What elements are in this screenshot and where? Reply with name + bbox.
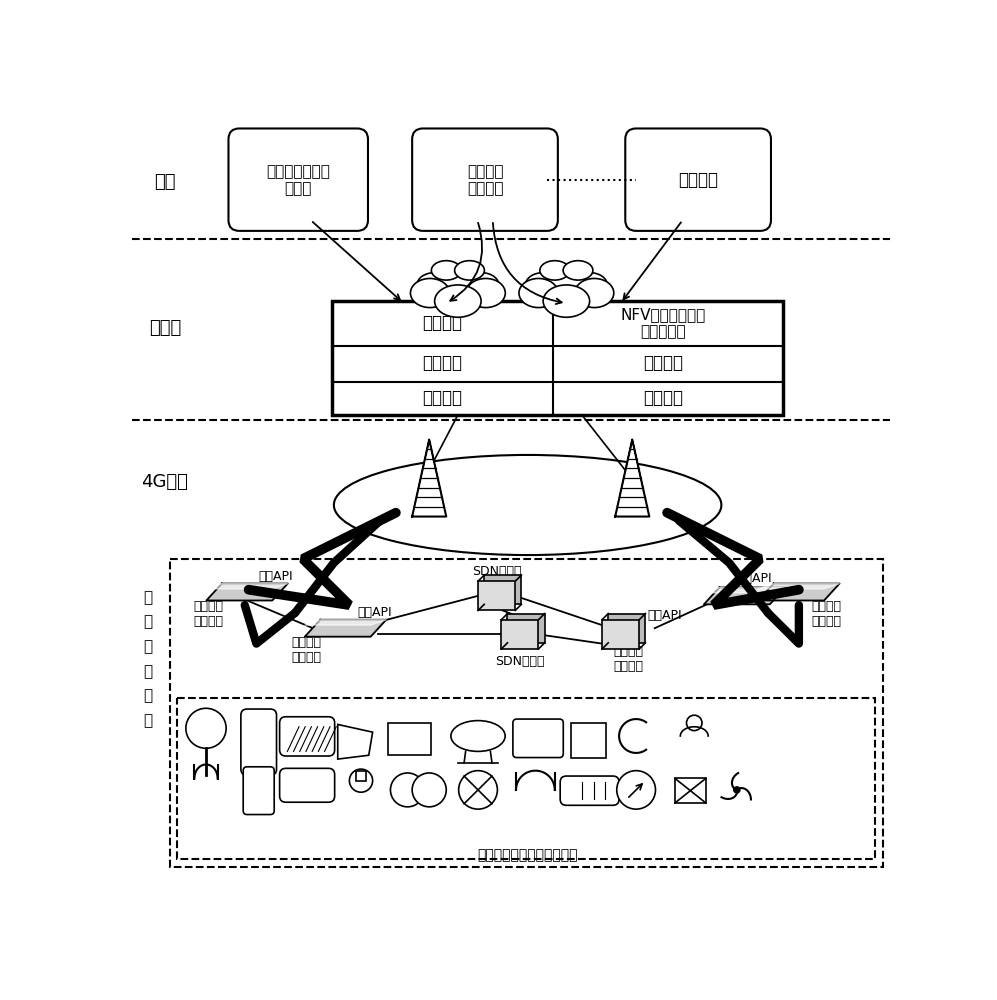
Polygon shape	[758, 584, 839, 589]
FancyBboxPatch shape	[279, 717, 335, 756]
Ellipse shape	[546, 266, 586, 288]
Ellipse shape	[525, 273, 560, 297]
Ellipse shape	[411, 278, 450, 308]
Bar	[507, 614, 544, 643]
Text: 北向API: 北向API	[258, 570, 293, 583]
Bar	[608, 614, 645, 643]
Circle shape	[459, 771, 498, 809]
Text: 网: 网	[144, 713, 153, 728]
FancyBboxPatch shape	[560, 776, 619, 805]
Ellipse shape	[464, 273, 498, 297]
Ellipse shape	[455, 261, 485, 280]
Text: 策略管理: 策略管理	[678, 171, 718, 189]
Text: 云平台: 云平台	[149, 319, 181, 337]
Circle shape	[391, 773, 425, 807]
Text: 能: 能	[144, 615, 153, 630]
Bar	[478, 581, 515, 610]
Text: 组网管理: 组网管理	[423, 314, 463, 332]
Circle shape	[185, 708, 226, 748]
Circle shape	[617, 771, 655, 809]
Text: 北向API: 北向API	[737, 572, 772, 585]
FancyBboxPatch shape	[625, 128, 771, 231]
Polygon shape	[704, 587, 786, 593]
Circle shape	[687, 715, 702, 731]
FancyBboxPatch shape	[243, 767, 274, 815]
Circle shape	[734, 787, 740, 793]
Polygon shape	[206, 584, 288, 589]
Text: 业务管理: 业务管理	[423, 389, 463, 407]
Text: 智能制造数据采
集调度: 智能制造数据采 集调度	[266, 164, 330, 196]
Bar	[332, 301, 784, 415]
Text: 北向API: 北向API	[648, 609, 682, 622]
Text: 终端管理: 终端管理	[423, 354, 463, 372]
Text: 新型无线
接入网关: 新型无线 接入网关	[811, 600, 841, 628]
FancyBboxPatch shape	[512, 719, 563, 758]
Polygon shape	[412, 440, 447, 517]
Circle shape	[412, 773, 447, 807]
Bar	[675, 778, 706, 803]
Ellipse shape	[435, 285, 482, 317]
Text: 4G网络: 4G网络	[142, 473, 188, 491]
Bar	[356, 771, 367, 781]
Ellipse shape	[417, 273, 453, 297]
FancyBboxPatch shape	[412, 128, 558, 231]
Polygon shape	[338, 724, 373, 759]
Polygon shape	[615, 440, 649, 517]
Text: 安全管理: 安全管理	[643, 389, 683, 407]
Bar	[571, 723, 606, 758]
Ellipse shape	[451, 721, 505, 751]
Bar	[501, 620, 538, 649]
Text: 专: 专	[144, 688, 153, 703]
Text: 应用: 应用	[155, 173, 175, 191]
Polygon shape	[305, 620, 386, 625]
Text: 北向API: 北向API	[357, 606, 392, 619]
FancyBboxPatch shape	[228, 128, 368, 231]
Ellipse shape	[439, 266, 478, 288]
Circle shape	[349, 769, 373, 792]
Text: 新型无线
接入网关: 新型无线 接入网关	[193, 600, 223, 628]
Bar	[388, 723, 431, 755]
FancyBboxPatch shape	[279, 768, 335, 802]
Polygon shape	[704, 587, 786, 604]
Text: 智能制造
终端管理: 智能制造 终端管理	[467, 164, 503, 196]
Bar	[169, 559, 882, 867]
Ellipse shape	[432, 261, 462, 280]
Bar	[485, 575, 521, 604]
Polygon shape	[758, 584, 839, 600]
Text: 造: 造	[144, 664, 153, 679]
Text: NFV网关功能策略
编排和管理: NFV网关功能策略 编排和管理	[620, 307, 706, 339]
Text: 制: 制	[144, 639, 153, 654]
Ellipse shape	[574, 278, 614, 308]
Ellipse shape	[572, 273, 607, 297]
Ellipse shape	[543, 285, 589, 317]
Text: 资源管理: 资源管理	[643, 354, 683, 372]
Ellipse shape	[467, 278, 505, 308]
Text: SDN交换机: SDN交换机	[496, 655, 544, 668]
Polygon shape	[305, 620, 386, 637]
Text: 智: 智	[144, 590, 153, 605]
Bar	[602, 620, 639, 649]
Polygon shape	[206, 584, 288, 600]
Ellipse shape	[539, 261, 569, 280]
Text: 新型无线
接入网关: 新型无线 接入网关	[613, 645, 643, 673]
Ellipse shape	[563, 261, 593, 280]
Bar	[177, 698, 874, 859]
Text: 智能制造环境中的各种终端: 智能制造环境中的各种终端	[478, 848, 578, 862]
Ellipse shape	[519, 278, 558, 308]
Text: SDN交换机: SDN交换机	[472, 565, 521, 578]
Text: 新型无线
接入网关: 新型无线 接入网关	[292, 636, 322, 664]
FancyBboxPatch shape	[241, 709, 276, 775]
